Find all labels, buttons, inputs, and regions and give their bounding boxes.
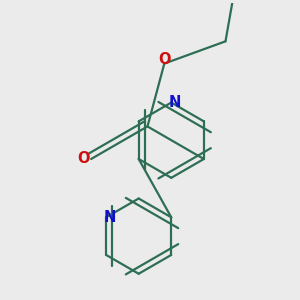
Text: N: N [104, 210, 116, 225]
Text: N: N [169, 95, 182, 110]
Text: O: O [78, 152, 90, 166]
Text: O: O [158, 52, 171, 67]
